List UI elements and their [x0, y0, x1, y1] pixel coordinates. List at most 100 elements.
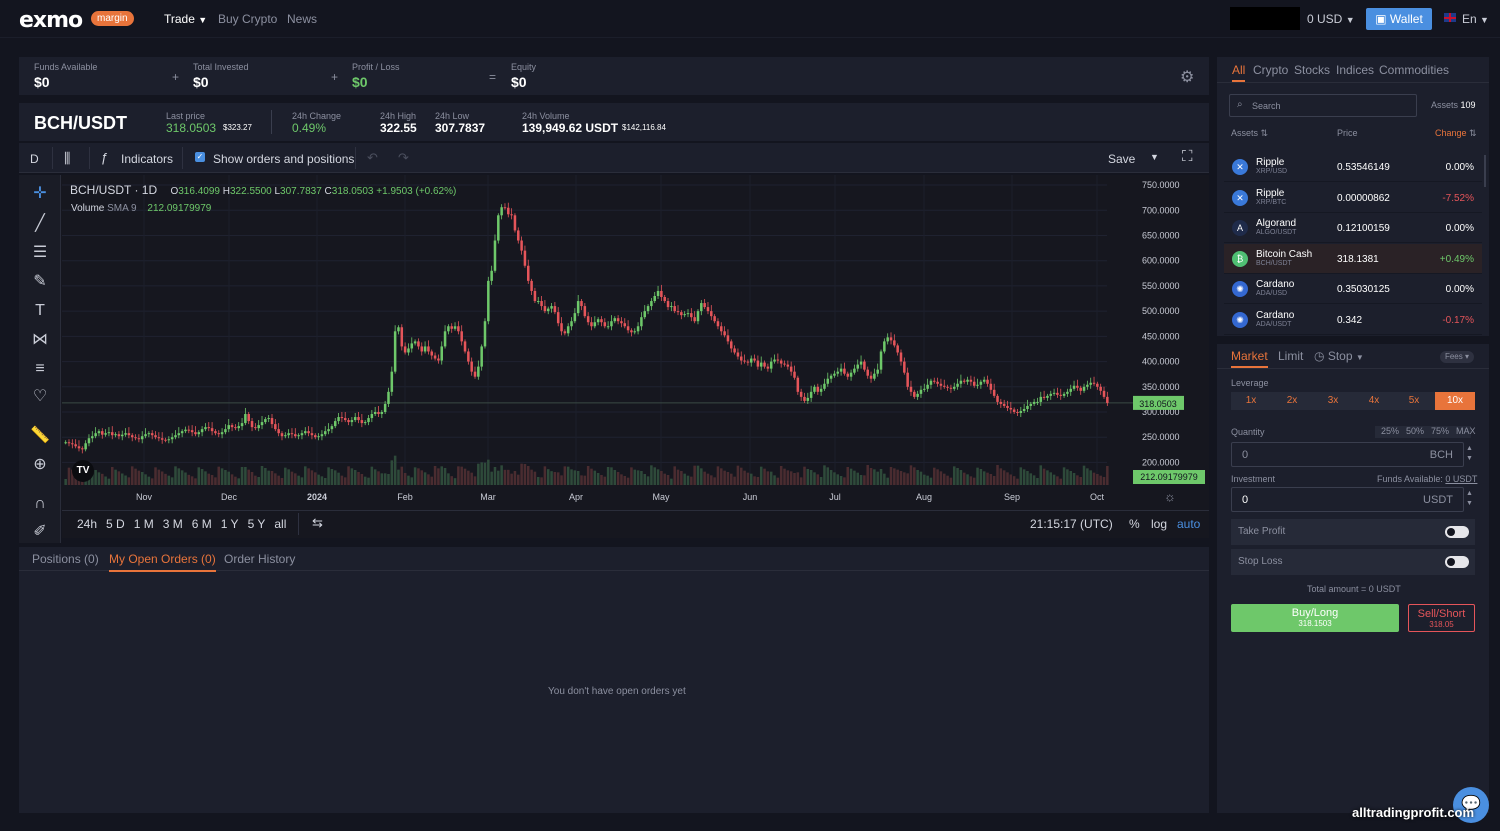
quantity-stepper[interactable]: ▲ ▼ — [1466, 445, 1473, 462]
tab-stop[interactable]: ◷ Stop ▼ — [1314, 349, 1364, 363]
tab-positions[interactable]: Positions (0) — [32, 552, 99, 566]
quantity-input[interactable]: 0 BCH — [1231, 442, 1464, 467]
col-change[interactable]: Change ⇅ — [1435, 128, 1477, 138]
chart-settings-icon[interactable]: ☼ — [1164, 489, 1176, 504]
leverage-5x[interactable]: 5x — [1408, 395, 1420, 406]
candle-body — [270, 418, 274, 425]
redo-icon[interactable]: ↷ — [398, 150, 409, 165]
tab-market[interactable]: Market — [1231, 349, 1268, 368]
timeframe-6m[interactable]: 6 M — [191, 517, 212, 531]
candle-body — [477, 366, 480, 377]
market-search-input[interactable]: ⌕ Search — [1229, 94, 1417, 117]
leverage-2x[interactable]: 2x — [1286, 395, 1298, 406]
qty-25[interactable]: 25% — [1381, 426, 1400, 436]
timeframe-1y[interactable]: 1 Y — [220, 517, 239, 531]
wallet-button[interactable]: ▣ Wallet — [1366, 8, 1432, 30]
asset-row[interactable]: ✕ Ripple XRP/USD 0.53546149 0.00% — [1224, 152, 1482, 182]
col-price[interactable]: Price — [1337, 128, 1358, 138]
settings-gear-icon[interactable]: ⚙ — [1180, 69, 1195, 86]
fees-button[interactable]: Fees ▾ — [1440, 351, 1474, 363]
indicators-button[interactable]: Indicators — [121, 152, 174, 166]
interval-button[interactable]: D — [30, 152, 39, 166]
magnet-icon[interactable]: ∩ — [34, 495, 46, 512]
buy-long-button[interactable]: Buy/Long 318.1503 — [1231, 604, 1399, 632]
asset-row[interactable]: ₿ Bitcoin Cash BCH/USDT 318.1381 +0.49% — [1224, 243, 1482, 274]
asset-row[interactable]: ✺ Cardano ADA/USD 0.35030125 0.00% — [1224, 274, 1482, 304]
language-dropdown[interactable]: En ▼ — [1462, 12, 1489, 26]
trend-line-icon[interactable]: ╱ — [35, 215, 45, 232]
investment-stepper[interactable]: ▲ ▼ — [1466, 490, 1473, 507]
timeframe-all[interactable]: all — [274, 517, 287, 531]
chart-area[interactable] — [19, 175, 1209, 510]
timeframe-1m[interactable]: 1 M — [133, 517, 154, 531]
leverage-4x[interactable]: 4x — [1368, 395, 1380, 406]
goto-date-icon[interactable]: ⇆ — [312, 515, 323, 530]
nav-trade[interactable]: Trade ▼ — [164, 12, 208, 26]
tradingview-logo-icon[interactable]: TV — [72, 460, 94, 482]
timeframe-5y[interactable]: 5 Y — [247, 517, 266, 531]
sell-short-button[interactable]: Sell/Short 318.05 — [1408, 604, 1475, 632]
timeframe-24h[interactable]: 24h — [77, 517, 98, 531]
asset-row[interactable]: ✺ Cardano ADA/USDT 0.342 -0.17% — [1224, 305, 1482, 335]
volume-bar — [107, 478, 111, 485]
undo-icon[interactable]: ↶ — [367, 150, 378, 165]
volume-bar — [666, 475, 670, 485]
col-assets[interactable]: Assets ⇅ — [1231, 128, 1269, 138]
show-orders-checkbox[interactable]: ✓ — [195, 152, 205, 162]
candle-body — [996, 395, 999, 402]
nav-news[interactable]: News — [287, 12, 318, 26]
qty-50[interactable]: 50% — [1406, 426, 1425, 436]
volume-bar — [210, 475, 214, 485]
prediction-icon[interactable]: ≡ — [35, 360, 45, 377]
asset-row[interactable]: A Algorand ALGO/USDT 0.12100159 0.00% — [1224, 213, 1482, 243]
market-tab-stocks[interactable]: Stocks — [1294, 63, 1331, 77]
leverage-10x[interactable]: 10x — [1435, 392, 1475, 410]
leverage-3x[interactable]: 3x — [1327, 395, 1339, 406]
auto-scale-toggle[interactable]: auto — [1177, 517, 1201, 531]
volume-bar — [550, 471, 553, 485]
market-tab-commodities[interactable]: Commodities — [1379, 63, 1450, 77]
take-profit-toggle[interactable] — [1445, 526, 1469, 538]
chevron-down-icon[interactable]: ▼ — [1150, 152, 1159, 162]
text-icon[interactable]: T — [35, 302, 45, 319]
leverage-1x[interactable]: 1x — [1245, 395, 1257, 406]
y-tick-label: 250.0000 — [1142, 432, 1180, 442]
tab-limit[interactable]: Limit — [1278, 349, 1304, 363]
timeframe-3m[interactable]: 3 M — [162, 517, 183, 531]
price-chart[interactable]: 750.0000 700.0000 650.0000 600.0000 550.0000… — [62, 175, 1209, 510]
zoom-in-icon[interactable]: ⊕ — [33, 456, 47, 473]
horizontal-lines-icon[interactable]: ☰ — [32, 244, 48, 261]
chat-support-icon[interactable]: 💬 — [1453, 787, 1489, 823]
market-tab-indices[interactable]: Indices — [1336, 63, 1375, 77]
fullscreen-icon[interactable]: ⛶ — [1182, 148, 1193, 165]
volume-bar — [786, 470, 790, 485]
balance-dropdown[interactable]: 0 USD ▼ — [1307, 12, 1355, 26]
candles-icon[interactable]: ⫼ — [64, 150, 71, 166]
volume-bar — [453, 478, 457, 485]
qty-75[interactable]: 75% — [1431, 426, 1450, 436]
lock-drawing-icon[interactable]: ✐ — [33, 523, 47, 540]
market-tab-crypto[interactable]: Crypto — [1253, 63, 1289, 77]
ruler-icon[interactable]: 📏 — [30, 427, 50, 444]
log-scale-toggle[interactable]: log — [1151, 517, 1168, 531]
heart-icon[interactable]: ♡ — [32, 388, 48, 405]
crosshair-icon[interactable]: ✛ — [33, 185, 47, 202]
investment-input[interactable]: 0 USDT — [1231, 487, 1464, 512]
volume-bar — [670, 478, 673, 485]
pattern-icon[interactable]: ⋈ — [32, 331, 48, 348]
stop-loss-toggle[interactable] — [1445, 556, 1469, 568]
percent-scale-toggle[interactable]: % — [1129, 517, 1140, 531]
market-tab-all[interactable]: All — [1232, 63, 1246, 82]
brush-icon[interactable]: ✎ — [33, 273, 47, 290]
divider — [52, 147, 53, 169]
scrollbar[interactable] — [1484, 155, 1486, 187]
tab-open-orders[interactable]: My Open Orders (0) — [109, 552, 216, 572]
candle-body — [250, 421, 254, 428]
tab-order-history[interactable]: Order History — [224, 552, 296, 566]
nav-buy-crypto[interactable]: Buy Crypto — [218, 12, 278, 26]
asset-row[interactable]: ✕ Ripple XRP/BTC 0.00000862 -7.52% — [1224, 183, 1482, 213]
timeframe-5d[interactable]: 5 D — [106, 517, 125, 531]
save-button[interactable]: Save — [1108, 152, 1136, 166]
logo[interactable]: EXMO — [19, 8, 83, 33]
qty-max[interactable]: MAX — [1456, 426, 1476, 436]
